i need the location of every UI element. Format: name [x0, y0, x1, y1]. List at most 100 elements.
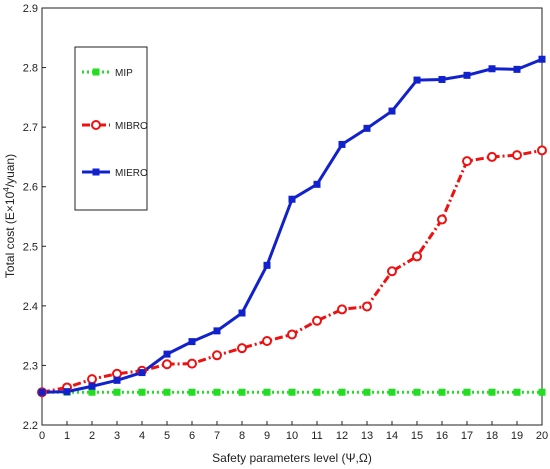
- x-tick-label: 17: [461, 430, 473, 442]
- x-axis-title: Safety parameters level (Ψ,Ω): [212, 451, 372, 465]
- x-tick-label: 18: [486, 430, 498, 442]
- data-point-mibro: [212, 350, 222, 361]
- x-tick-label: 10: [286, 430, 298, 442]
- data-point-miero: [88, 382, 96, 390]
- x-tick-label: 15: [411, 430, 423, 442]
- data-point-mip: [113, 388, 121, 396]
- data-point-miero: [338, 140, 346, 148]
- data-point-mip: [288, 388, 296, 396]
- data-point-mip: [138, 388, 146, 396]
- data-point-mibro: [537, 145, 547, 156]
- x-tick-label: 7: [214, 430, 220, 442]
- data-point-mibro: [187, 358, 197, 369]
- data-point-mibro: [337, 304, 347, 315]
- data-point-mip: [363, 388, 371, 396]
- y-tick-label: 2.3: [23, 360, 38, 372]
- data-point-miero: [163, 350, 171, 358]
- x-tick-label: 16: [436, 430, 448, 442]
- y-axis-title: Total cost (E×104/yuan): [2, 154, 17, 278]
- data-point-mibro: [512, 150, 522, 161]
- data-point-miero: [188, 338, 196, 346]
- data-point-miero: [438, 75, 446, 83]
- legend-marker-miero: [92, 168, 100, 176]
- data-point-miero: [213, 327, 221, 335]
- legend-label-mip: MIP: [115, 68, 133, 79]
- y-tick-label: 2.6: [23, 182, 38, 194]
- data-point-mip: [188, 388, 196, 396]
- data-point-miero: [538, 55, 546, 63]
- data-point-mibro: [112, 368, 122, 379]
- x-tick-label: 9: [264, 430, 270, 442]
- data-point-miero: [138, 369, 146, 377]
- series-markers: [37, 55, 547, 398]
- y-tick-label: 2.5: [23, 241, 38, 253]
- data-point-miero: [63, 388, 71, 396]
- data-point-mibro: [412, 251, 422, 262]
- legend-marker-mibro: [91, 120, 101, 130]
- data-point-miero: [388, 107, 396, 115]
- data-point-mip: [388, 388, 396, 396]
- data-point-miero: [513, 65, 521, 73]
- data-point-mibro: [462, 156, 472, 167]
- data-point-miero: [313, 180, 321, 188]
- legend-items: MIP MIBRO MIERO: [82, 68, 148, 179]
- data-point-mip: [163, 388, 171, 396]
- x-tick-label: 12: [336, 430, 348, 442]
- legend-label-mibro: MIBRO: [115, 121, 148, 132]
- data-point-mibro: [362, 301, 372, 312]
- x-tick-label: 13: [361, 430, 373, 442]
- data-point-mip: [88, 388, 96, 396]
- data-point-mibro: [87, 374, 97, 385]
- data-point-mip: [263, 388, 271, 396]
- data-point-miero: [38, 388, 46, 396]
- x-tick-label: 14: [386, 430, 398, 442]
- data-point-mip: [313, 388, 321, 396]
- x-tick-label: 19: [511, 430, 523, 442]
- legend-marker-mip: [92, 68, 100, 76]
- y-tick-label: 2.2: [23, 420, 38, 432]
- data-point-mip: [338, 388, 346, 396]
- x-tick-label: 3: [114, 430, 120, 442]
- data-point-mibro: [437, 214, 447, 225]
- data-point-mibro: [262, 336, 272, 347]
- x-tick-label: 4: [139, 430, 145, 442]
- x-tick-label: 20: [536, 430, 548, 442]
- data-point-miero: [238, 309, 246, 317]
- data-point-miero: [463, 71, 471, 79]
- x-tick-label: 2: [89, 430, 95, 442]
- data-point-miero: [263, 261, 271, 269]
- x-tick-label: 8: [239, 430, 245, 442]
- data-point-mibro: [387, 266, 397, 277]
- x-tick-label: 11: [311, 430, 322, 442]
- data-point-mibro: [487, 151, 497, 162]
- x-tick-label: 1: [64, 430, 70, 442]
- x-tick-label: 0: [39, 430, 45, 442]
- data-point-mibro: [237, 343, 247, 354]
- y-tick-label: 2.9: [23, 3, 38, 15]
- data-point-mip: [438, 388, 446, 396]
- data-point-mip: [238, 388, 246, 396]
- data-point-mip: [488, 388, 496, 396]
- data-point-miero: [413, 76, 421, 84]
- data-point-miero: [113, 376, 121, 384]
- y-tick-label: 2.4: [23, 301, 38, 313]
- data-point-mip: [538, 388, 546, 396]
- legend-box: [74, 46, 148, 211]
- y-tick-label: 2.7: [23, 122, 38, 134]
- data-point-mip: [513, 388, 521, 396]
- y-tick-label: 2.8: [23, 63, 38, 75]
- data-point-mip: [213, 388, 221, 396]
- data-point-miero: [288, 195, 296, 203]
- legend: MIP MIBRO MIERO: [74, 46, 148, 211]
- data-point-mip: [463, 388, 471, 396]
- data-point-mibro: [312, 315, 322, 326]
- axis-ticks: 0 1 2 3 4 5 6 7 8 9 10 11 12 13 14 15 16 17 18 19 202.22.32.…: [23, 3, 548, 442]
- x-tick-label: 5: [164, 430, 170, 442]
- data-point-miero: [488, 65, 496, 73]
- data-point-mip: [413, 388, 421, 396]
- data-point-mibro: [287, 329, 297, 340]
- data-point-miero: [363, 124, 371, 132]
- legend-label-miero: MIERO: [115, 168, 148, 179]
- data-point-mibro: [162, 359, 172, 370]
